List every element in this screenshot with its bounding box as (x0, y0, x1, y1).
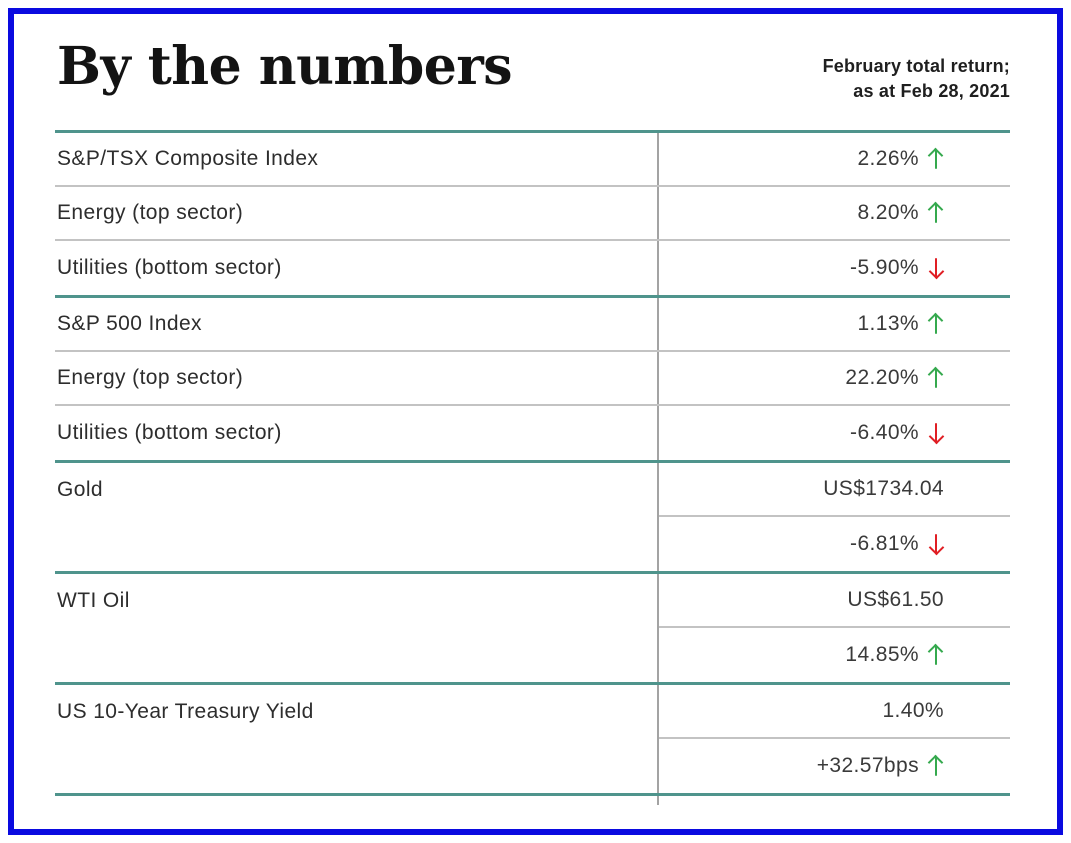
row-value: 1.40% (882, 699, 944, 722)
row-label: Utilities (bottom sector) (57, 421, 282, 444)
row-value-cell: 2.26% (656, 133, 1010, 185)
row-label: Energy (top sector) (57, 366, 244, 389)
row-value: -6.81% (850, 532, 919, 555)
row-value-cell: 1.40% (658, 685, 1010, 739)
section-values: 1.40% +32.57bps (656, 685, 1010, 793)
header-note-line1: February total return; (822, 56, 1010, 76)
trend-arrow-icon (928, 366, 944, 390)
table-row: Utilities (bottom sector) -5.90% (55, 241, 1010, 295)
header-note-line2: as at Feb 28, 2021 (853, 81, 1010, 102)
row-value-cell: -5.90% (656, 241, 1010, 295)
table-row: Utilities (bottom sector) -6.40% (55, 406, 1010, 460)
section-treasury-yield: US 10-Year Treasury Yield 1.40% +32.57bp… (55, 682, 1010, 793)
row-value-cell: 1.13% (656, 298, 1010, 350)
trend-arrow-icon (928, 643, 944, 667)
section-gold: Gold US$1734.04 -6.81% (55, 460, 1010, 571)
row-label: US 10-Year Treasury Yield (57, 700, 314, 723)
section-values: US$61.50 14.85% (656, 574, 1010, 682)
row-value: US$61.50 (847, 588, 944, 611)
row-value-cell: -6.81% (659, 517, 1010, 571)
table-row: Energy (top sector) 22.20% (55, 352, 1010, 406)
trend-arrow-icon (928, 256, 944, 280)
row-value: -6.40% (850, 421, 919, 444)
trend-arrow-icon (928, 312, 944, 336)
trend-arrow-icon (928, 754, 944, 778)
trend-arrow-icon (928, 532, 944, 556)
table-row: Energy (top sector) 8.20% (55, 187, 1010, 241)
trend-arrow-icon (928, 201, 944, 225)
row-value: 2.26% (857, 147, 919, 170)
row-label: Gold (57, 478, 103, 501)
header-note: February total return; as at Feb 28, 202… (823, 54, 1010, 104)
row-value-cell: 8.20% (656, 187, 1010, 239)
table-row: S&P 500 Index 1.13% (55, 298, 1010, 352)
row-value: 1.13% (857, 312, 919, 335)
table-row: S&P/TSX Composite Index 2.26% (55, 133, 1010, 187)
row-value-cell: -6.40% (656, 406, 1010, 460)
row-value: +32.57bps (816, 754, 919, 777)
section-values: US$1734.04 -6.81% (656, 463, 1010, 571)
row-label: Utilities (bottom sector) (57, 256, 282, 279)
row-value: -5.90% (850, 256, 919, 279)
row-label: WTI Oil (57, 589, 130, 612)
row-label: S&P 500 Index (57, 312, 202, 335)
row-label: S&P/TSX Composite Index (57, 147, 319, 170)
row-value-cell: +32.57bps (659, 739, 1010, 793)
row-value: 22.20% (845, 366, 919, 389)
column-divider-tail (656, 796, 659, 805)
row-value-cell: US$61.50 (658, 574, 1010, 628)
returns-table: S&P/TSX Composite Index 2.26% Energy (to… (55, 130, 1010, 796)
header: By the numbers February total return; as… (55, 38, 1010, 130)
infographic-frame: By the numbers February total return; as… (8, 8, 1063, 835)
row-value: US$1734.04 (823, 477, 944, 500)
section-sptsx: S&P/TSX Composite Index 2.26% Energy (to… (55, 130, 1010, 295)
trend-arrow-icon (928, 421, 944, 445)
page-title: By the numbers (57, 36, 513, 97)
section-sp500: S&P 500 Index 1.13% Energy (top sector) … (55, 295, 1010, 460)
infographic-content: By the numbers February total return; as… (14, 14, 1057, 805)
row-value: 14.85% (845, 643, 919, 666)
row-value-cell: 14.85% (659, 628, 1010, 682)
section-wti-oil: WTI Oil US$61.50 14.85% (55, 571, 1010, 682)
trend-arrow-icon (928, 147, 944, 171)
row-value-cell: US$1734.04 (658, 463, 1010, 517)
row-value-cell: 22.20% (656, 352, 1010, 404)
row-value: 8.20% (857, 201, 919, 224)
row-label: Energy (top sector) (57, 201, 244, 224)
